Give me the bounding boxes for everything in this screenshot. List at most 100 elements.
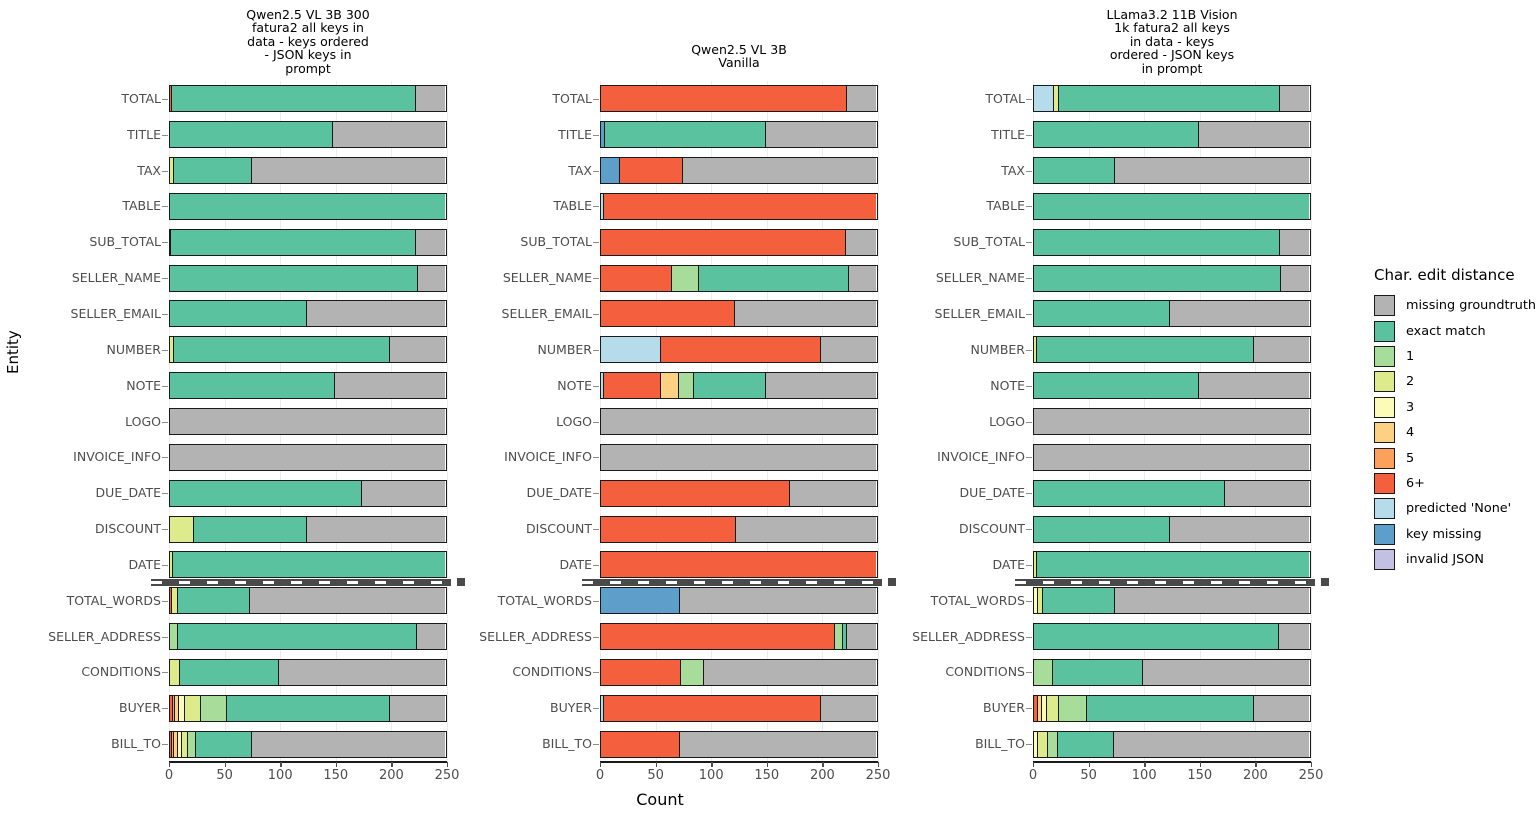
y-tick-label: BILL_TO <box>111 736 161 752</box>
bar-row[interactable] <box>1033 443 1311 471</box>
bar-segment <box>601 158 620 184</box>
bar-row[interactable] <box>169 264 447 292</box>
bar-row[interactable] <box>600 623 878 651</box>
bar-row[interactable] <box>169 300 447 328</box>
bar-row[interactable] <box>600 192 878 220</box>
bar-row[interactable] <box>1033 551 1311 579</box>
bar-row[interactable] <box>1033 658 1311 686</box>
bar-row[interactable] <box>1033 157 1311 185</box>
legend-label: 5 <box>1406 450 1415 466</box>
x-tick-mark <box>1255 762 1257 767</box>
bar-row[interactable] <box>169 443 447 471</box>
gridline <box>447 81 448 762</box>
legend-swatch <box>1374 498 1395 520</box>
legend-item[interactable]: predicted 'None' <box>1374 496 1537 521</box>
bar-row[interactable] <box>1033 479 1311 507</box>
bar-row[interactable] <box>600 479 878 507</box>
bar-row[interactable] <box>169 479 447 507</box>
legend-label: key missing <box>1406 526 1482 542</box>
bar-row[interactable] <box>1033 121 1311 149</box>
bar-row[interactable] <box>169 694 447 722</box>
bar-row[interactable] <box>600 372 878 400</box>
bar-row[interactable] <box>1033 228 1311 256</box>
bar-row[interactable] <box>1033 623 1311 651</box>
bar-row[interactable] <box>169 408 447 435</box>
bar-segment <box>389 337 445 363</box>
bar-row[interactable] <box>600 515 878 543</box>
bar-row[interactable] <box>1033 372 1311 400</box>
bar-row[interactable] <box>169 515 447 543</box>
bar-segment <box>1034 695 1039 721</box>
bar-row[interactable] <box>1033 300 1311 328</box>
bar-row[interactable] <box>169 121 447 149</box>
y-tick-label: LOGO <box>125 413 161 429</box>
bar-row[interactable] <box>1033 694 1311 722</box>
bar-row[interactable] <box>1033 515 1311 543</box>
bar-row[interactable] <box>169 336 447 364</box>
bar-row[interactable] <box>169 623 447 651</box>
bar-row[interactable] <box>600 730 878 758</box>
y-tick-mark <box>593 457 599 459</box>
legend-item[interactable]: 1 <box>1374 344 1537 369</box>
bar-row[interactable] <box>600 264 878 292</box>
y-tick-label: DISCOUNT <box>95 521 161 537</box>
x-tick-mark <box>1033 762 1035 767</box>
bar-segment <box>185 695 201 721</box>
bar-row[interactable] <box>600 443 878 471</box>
bar-row[interactable] <box>600 658 878 686</box>
y-tick-mark <box>1026 636 1032 638</box>
bar-row[interactable] <box>600 587 878 615</box>
bar-row[interactable] <box>1033 336 1311 364</box>
legend-item[interactable]: 5 <box>1374 445 1537 470</box>
bar-segment <box>601 731 681 757</box>
bar-row[interactable] <box>600 336 878 364</box>
bar-row[interactable] <box>169 85 447 113</box>
bar-row[interactable] <box>169 658 447 686</box>
legend-item[interactable]: 2 <box>1374 369 1537 394</box>
bar-row[interactable] <box>600 121 878 149</box>
bar-segment <box>847 86 876 112</box>
bar-row[interactable] <box>169 587 447 615</box>
x-tick-mark <box>1199 762 1202 767</box>
bar-row[interactable] <box>169 157 447 185</box>
y-tick-mark <box>593 313 599 315</box>
bar-segment <box>416 86 445 112</box>
bar-row[interactable] <box>169 551 447 579</box>
bar-row[interactable] <box>600 408 878 435</box>
bar-row[interactable] <box>600 85 878 113</box>
bar-row[interactable] <box>600 551 878 579</box>
bar-row[interactable] <box>600 300 878 328</box>
y-tick-label: SELLER_ADDRESS <box>479 628 592 644</box>
y-tick-label: TABLE <box>122 198 161 214</box>
legend-item[interactable]: 4 <box>1374 420 1537 445</box>
bar-row[interactable] <box>600 694 878 722</box>
bar-row[interactable] <box>1033 264 1311 292</box>
group-separator <box>151 578 451 586</box>
bar-row[interactable] <box>1033 587 1311 615</box>
bar-row[interactable] <box>1033 85 1311 113</box>
bar-row[interactable] <box>600 157 878 185</box>
bar-segment <box>170 373 335 399</box>
legend-item[interactable]: key missing <box>1374 522 1537 547</box>
legend-item[interactable]: invalid JSON <box>1374 547 1537 572</box>
bar-segment <box>601 695 605 721</box>
bar-row[interactable] <box>169 372 447 400</box>
bar-row[interactable] <box>600 228 878 256</box>
bar-segment <box>1034 409 1309 434</box>
legend-label: 3 <box>1406 399 1415 415</box>
x-tick-label: 150 <box>323 768 349 783</box>
legend-item[interactable]: exact match <box>1374 318 1537 343</box>
bar-row[interactable] <box>1033 730 1311 758</box>
bar-row[interactable] <box>1033 408 1311 435</box>
legend-item[interactable]: 3 <box>1374 395 1537 420</box>
bar-row[interactable] <box>169 228 447 256</box>
legend-item[interactable]: 6+ <box>1374 471 1537 496</box>
bar-row[interactable] <box>169 192 447 220</box>
legend-item[interactable]: missing groundtruth <box>1374 293 1537 318</box>
bar-row[interactable] <box>1033 192 1311 220</box>
y-tick-mark <box>162 708 168 710</box>
bar-segment <box>601 588 681 614</box>
bar-row[interactable] <box>169 730 447 758</box>
bar-segment <box>601 624 836 650</box>
plot-area <box>1033 81 1312 762</box>
